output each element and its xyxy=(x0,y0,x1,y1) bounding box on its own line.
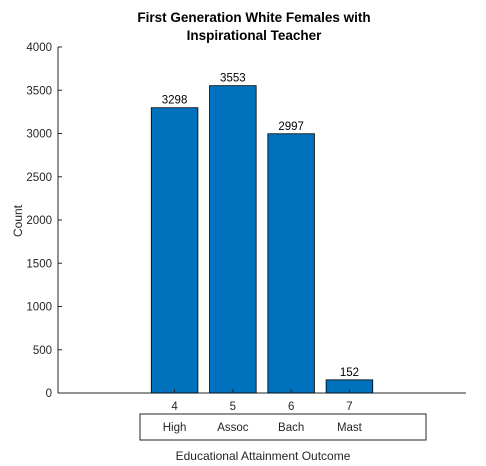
y-tick-label: 3500 xyxy=(26,85,52,97)
data-label: 152 xyxy=(340,367,359,379)
y-tick-label: 0 xyxy=(46,388,52,400)
y-tick-label: 500 xyxy=(33,345,52,357)
x-tick-label: 6 xyxy=(288,401,294,413)
chart-title-line-2: Inspirational Teacher xyxy=(187,28,323,43)
bar xyxy=(209,85,257,394)
y-tick-label: 1000 xyxy=(26,302,52,314)
y-tick-label: 2500 xyxy=(26,172,52,184)
data-label: 2997 xyxy=(278,121,304,133)
category-name-label: High xyxy=(163,422,187,434)
data-label: 3553 xyxy=(220,73,246,85)
x-tick-label: 4 xyxy=(171,401,178,413)
bar xyxy=(267,133,315,394)
y-axis-label: Count xyxy=(11,204,25,237)
y-tick-label: 2000 xyxy=(26,215,52,227)
data-label: 3298 xyxy=(162,95,188,107)
bar xyxy=(150,107,199,394)
y-tick-label: 1500 xyxy=(26,258,52,270)
category-name-label: Bach xyxy=(278,422,304,434)
x-tick-label: 5 xyxy=(230,401,236,413)
x-tick-label: 7 xyxy=(346,401,352,413)
category-name-label: Assoc xyxy=(217,422,249,434)
chart-title-line-1: First Generation White Females with xyxy=(137,10,370,25)
category-name-label: Mast xyxy=(337,422,363,434)
x-axis-label: Educational Attainment Outcome xyxy=(176,449,351,463)
y-tick-label: 3000 xyxy=(26,129,52,141)
category-key-box xyxy=(139,413,427,441)
y-tick-label: 4000 xyxy=(26,42,52,54)
plot-area: 0 500 1000 1500 2000 2500 3000 3500 4000 3298 4 355… xyxy=(26,42,466,441)
